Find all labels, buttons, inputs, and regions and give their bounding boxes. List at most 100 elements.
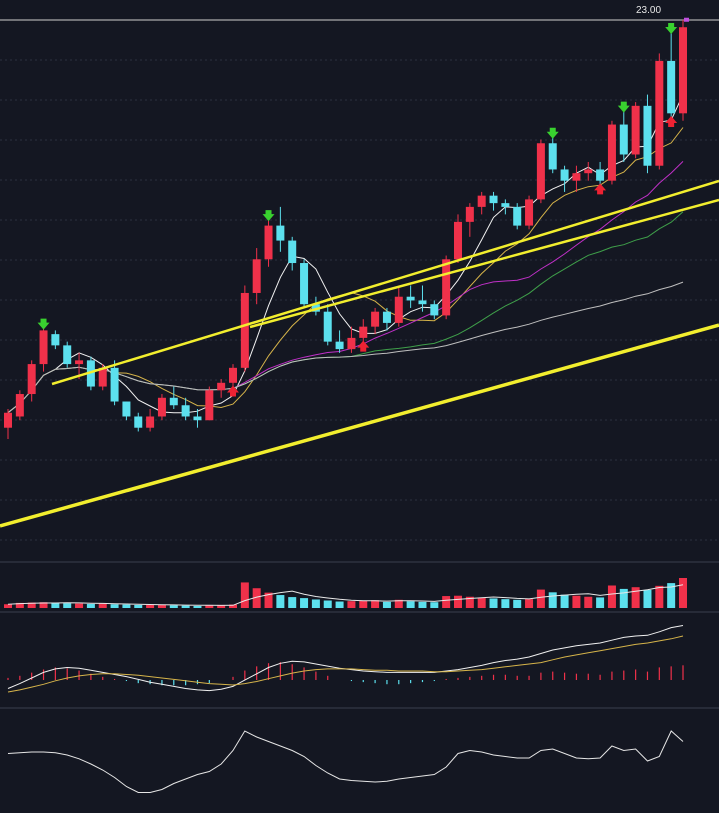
candle xyxy=(98,367,107,387)
candle xyxy=(193,416,202,421)
macd-dea-line xyxy=(7,635,684,693)
oscillator-panel xyxy=(7,730,684,793)
volume-bar xyxy=(347,601,356,608)
candle xyxy=(371,311,380,327)
volume-ma-line xyxy=(7,584,684,606)
ma5-line xyxy=(7,94,684,414)
candle xyxy=(205,390,214,421)
volume-bar xyxy=(679,578,687,608)
sell-arrow-icon xyxy=(357,340,370,352)
buy-arrow-icon xyxy=(665,22,678,34)
candle xyxy=(276,225,285,241)
candle xyxy=(146,416,155,428)
candle xyxy=(418,300,427,305)
volume-bar xyxy=(667,583,676,608)
volume-bar xyxy=(63,603,72,608)
volume-bar xyxy=(240,582,249,608)
volume-bar xyxy=(229,604,237,608)
volume-bar xyxy=(311,599,320,608)
volume-bar xyxy=(169,605,178,608)
volume-bar xyxy=(382,601,391,608)
candle xyxy=(240,292,249,368)
volume-bar xyxy=(525,599,534,608)
volume-bar xyxy=(86,603,95,608)
volume-bar xyxy=(442,596,451,608)
candle xyxy=(607,124,616,181)
last-price-label: 23.00 xyxy=(636,5,662,16)
middle-channel-line xyxy=(249,198,719,329)
volume-bar xyxy=(501,599,510,608)
sell-arrow-icon xyxy=(594,183,607,195)
volume-bar xyxy=(146,604,155,608)
volume-bar xyxy=(430,602,439,608)
volume-bar xyxy=(418,601,427,608)
candle xyxy=(477,195,486,207)
grid-lines xyxy=(0,19,719,709)
macd-panel xyxy=(7,625,684,693)
candle xyxy=(15,394,24,417)
ma20-line xyxy=(7,161,684,414)
candle xyxy=(394,296,403,323)
volume-bar xyxy=(406,601,415,608)
candle xyxy=(51,334,60,346)
candle xyxy=(406,296,415,301)
candle xyxy=(489,195,498,204)
volume-bar xyxy=(655,585,664,608)
candle xyxy=(465,206,474,222)
candle xyxy=(619,124,628,155)
candle xyxy=(335,341,344,350)
volume-bar xyxy=(323,600,332,608)
volume-panel xyxy=(4,578,687,608)
volume-bar xyxy=(536,589,545,608)
volume-bar xyxy=(619,588,628,608)
oscillator-line xyxy=(7,730,684,793)
candle xyxy=(560,169,569,181)
signal-arrows xyxy=(37,22,678,397)
buy-arrow-icon xyxy=(546,127,559,139)
volume-bar xyxy=(359,600,368,608)
last-price-tag xyxy=(684,17,689,22)
candlestick-series xyxy=(4,17,689,439)
candle xyxy=(513,206,522,226)
candle xyxy=(300,263,309,305)
candle xyxy=(110,367,119,402)
candle xyxy=(667,60,676,114)
volume-bar xyxy=(110,604,119,608)
candle xyxy=(643,105,652,166)
candle xyxy=(442,259,451,316)
upper-channel-line xyxy=(51,179,719,386)
candle xyxy=(63,345,72,365)
ma60-line xyxy=(7,281,684,414)
candle xyxy=(679,27,687,114)
candle xyxy=(501,203,510,207)
candle xyxy=(217,382,226,391)
candle xyxy=(572,173,581,181)
volume-bar xyxy=(75,603,84,608)
candle xyxy=(264,225,273,260)
volume-bar xyxy=(157,604,166,608)
ma30-line xyxy=(7,211,684,414)
lower-channel-line xyxy=(0,323,719,528)
macd-dif-line xyxy=(7,625,684,692)
volume-bar xyxy=(264,592,273,608)
volume-bar xyxy=(631,587,640,608)
buy-arrow-icon xyxy=(617,101,630,113)
volume-bar xyxy=(4,604,12,608)
candle xyxy=(169,397,178,406)
candle xyxy=(157,397,166,417)
volume-bar xyxy=(134,604,143,608)
volume-bar xyxy=(15,602,24,608)
candle xyxy=(382,311,391,323)
volume-bar xyxy=(98,603,107,608)
candle xyxy=(596,169,605,181)
volume-bar xyxy=(288,597,297,608)
volume-bar xyxy=(584,596,593,608)
volume-bar xyxy=(596,597,605,608)
sell-arrow-icon xyxy=(227,385,239,397)
volume-bar xyxy=(548,592,557,608)
candle xyxy=(75,360,84,365)
volume-bar xyxy=(276,595,285,608)
volume-bar xyxy=(643,589,652,608)
candle xyxy=(122,401,131,417)
